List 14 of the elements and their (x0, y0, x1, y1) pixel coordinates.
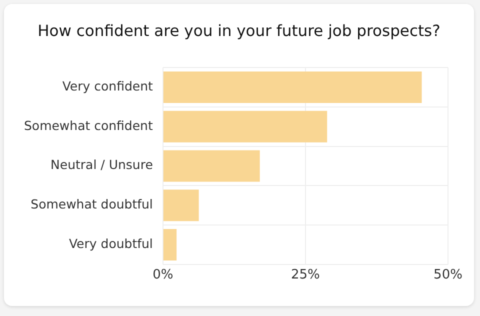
x-tick-label: 25% (290, 268, 320, 283)
x-tick-label: 0% (152, 268, 174, 283)
x-tick-label: 50% (434, 268, 462, 283)
bar (163, 110, 328, 142)
bar (163, 228, 177, 260)
y-tick-label: Somewhat confident (24, 118, 153, 133)
bar (163, 150, 260, 182)
chart-title: How confident are you in your future job prospects? (36, 22, 442, 40)
bar (163, 71, 422, 103)
y-tick-label: Neutral / Unsure (50, 157, 154, 172)
y-tick-label: Somewhat doubtful (30, 196, 153, 212)
bar (163, 190, 199, 222)
y-tick-label: Very confident (62, 78, 153, 94)
y-tick-label: Very doubtful (68, 236, 153, 251)
